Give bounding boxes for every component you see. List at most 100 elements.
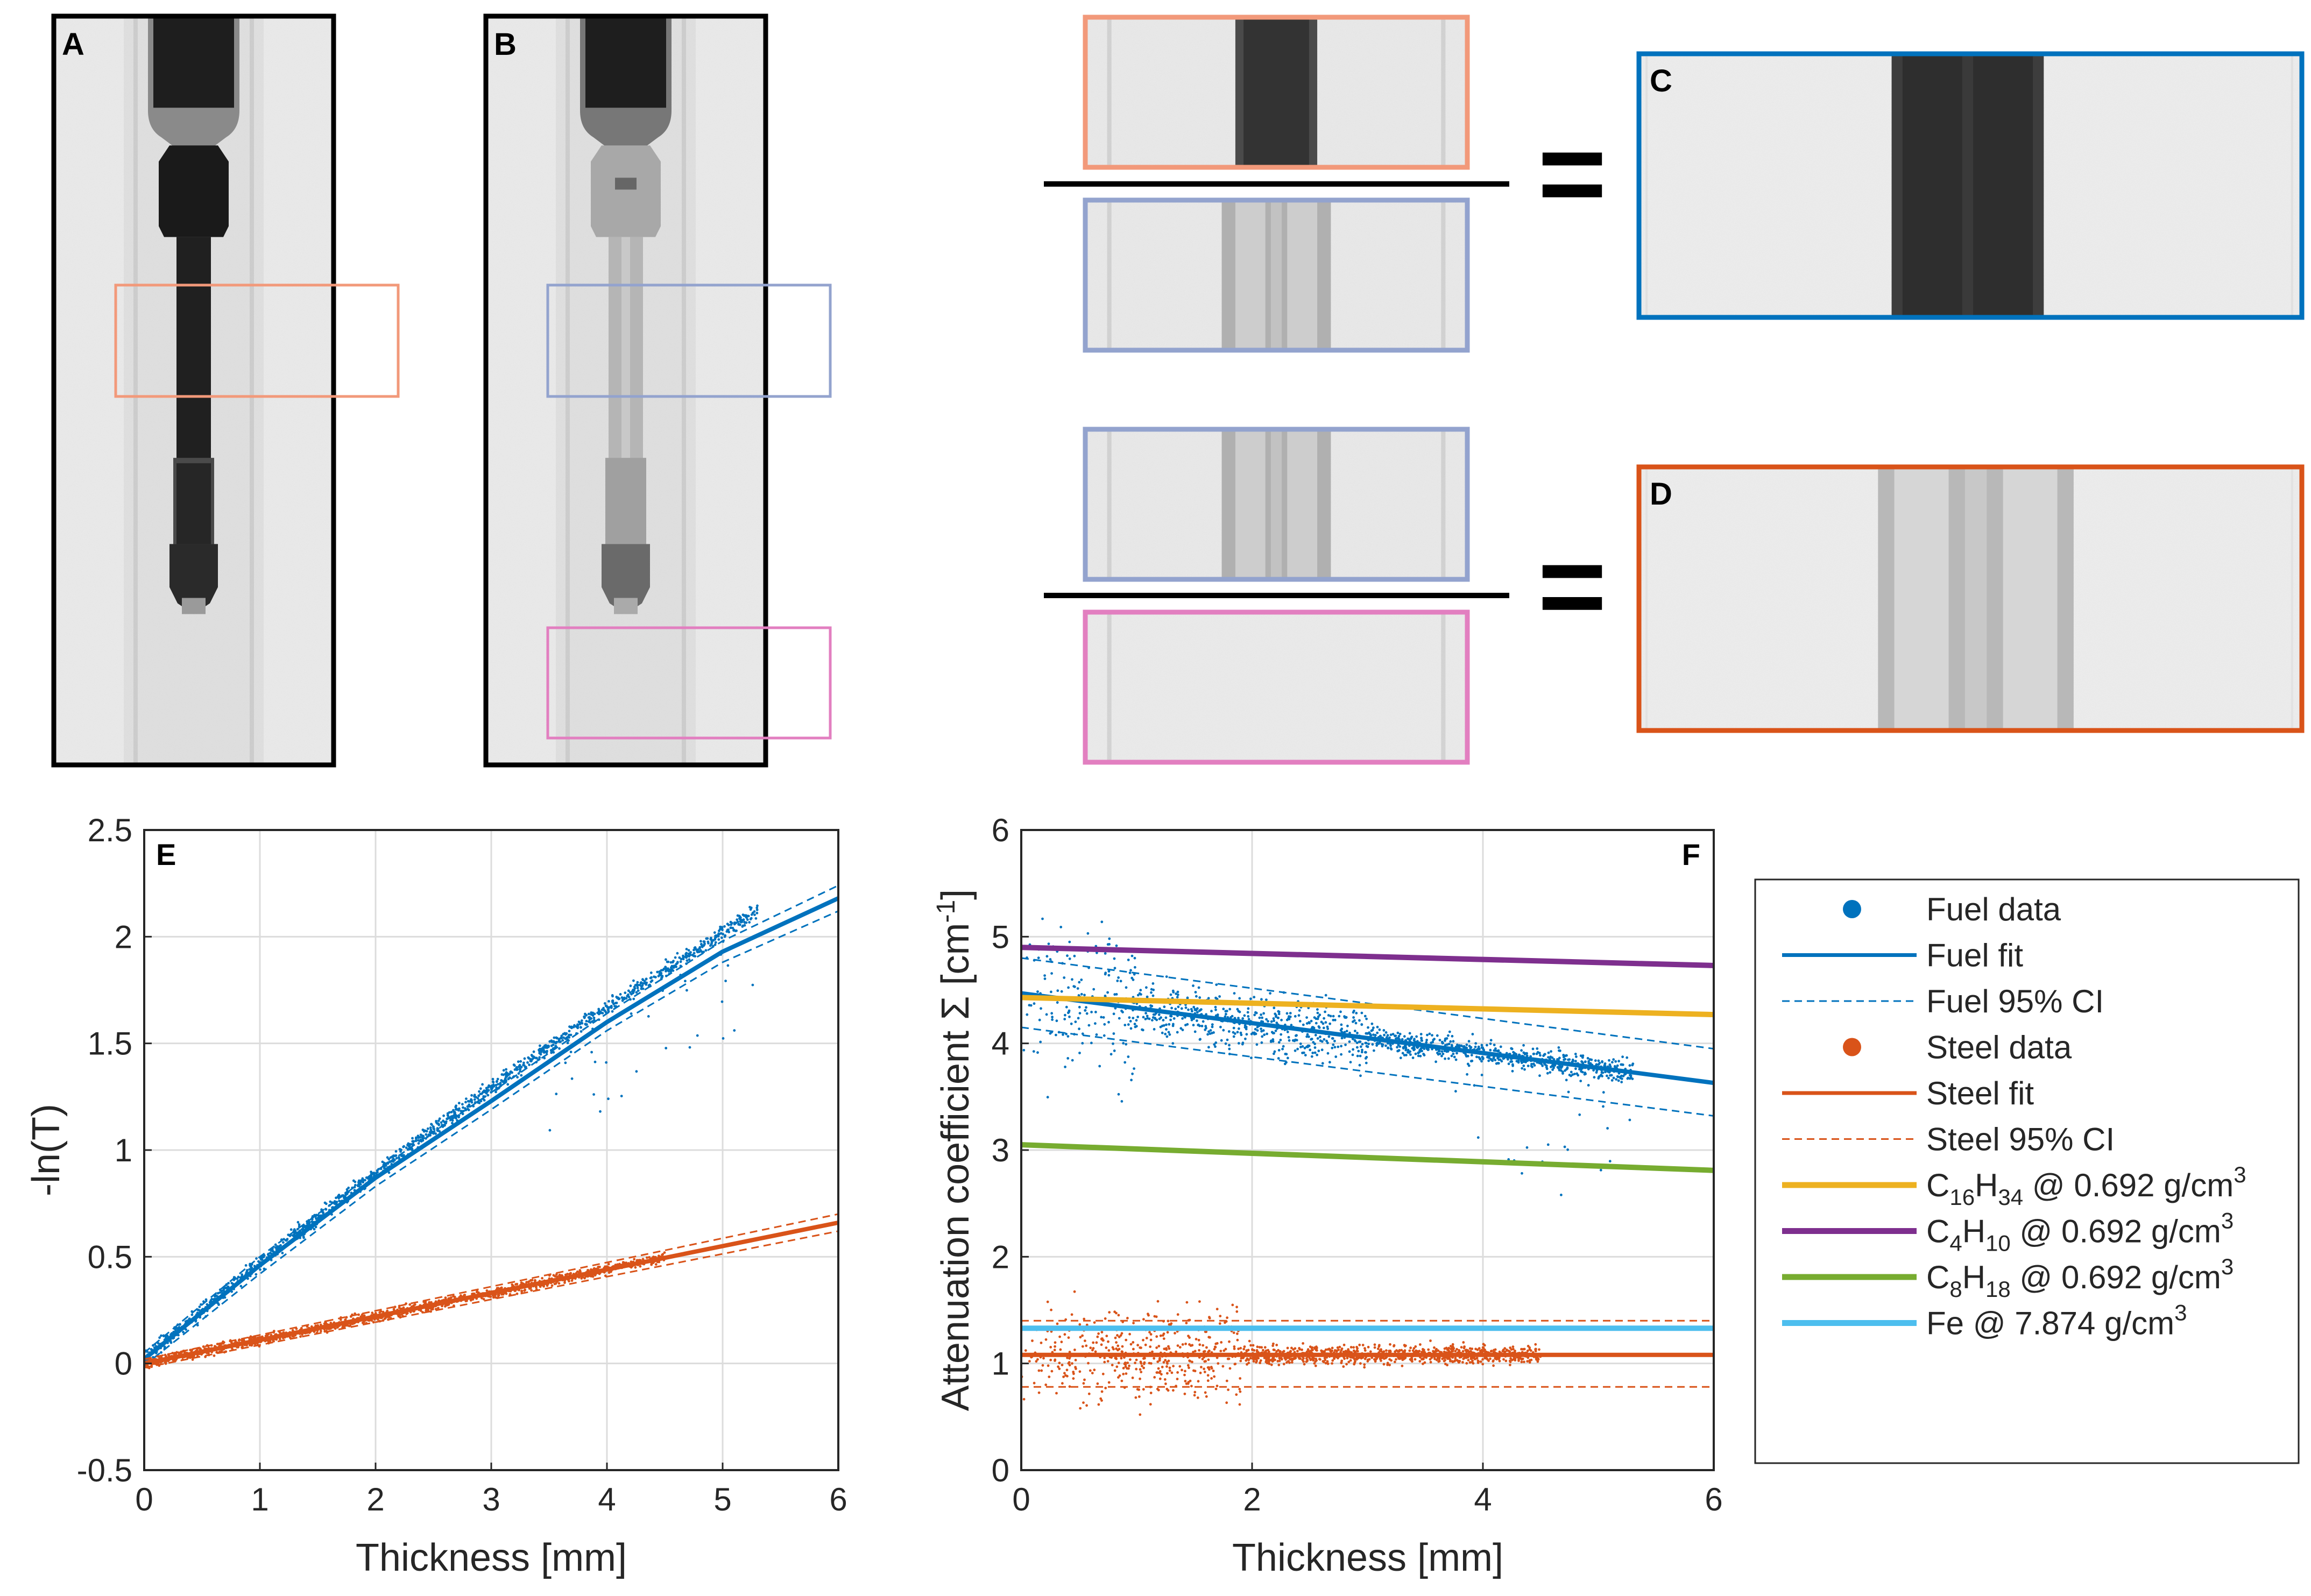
panel-a-frame	[51, 13, 336, 768]
data-point	[726, 928, 729, 932]
data-point	[1551, 1056, 1554, 1059]
data-point	[1558, 1049, 1560, 1052]
data-point	[1474, 1042, 1478, 1045]
data-point	[495, 1080, 498, 1083]
data-point	[452, 1295, 455, 1298]
data-point	[698, 947, 701, 950]
data-point	[642, 982, 645, 985]
data-point	[1117, 1093, 1120, 1096]
data-point	[1191, 1010, 1193, 1013]
data-point	[1090, 1011, 1093, 1013]
data-point	[1396, 1031, 1400, 1034]
data-point	[426, 1127, 429, 1130]
equals-sign-top: =	[1538, 107, 1607, 239]
data-point	[1414, 1345, 1417, 1348]
panel-c: C	[1636, 51, 2305, 320]
data-point	[1420, 1049, 1424, 1053]
data-point	[1207, 1358, 1210, 1361]
data-point	[528, 1063, 531, 1066]
data-point	[198, 1306, 201, 1308]
data-point	[1408, 1349, 1411, 1352]
data-point	[1106, 991, 1109, 994]
data-point	[661, 968, 665, 971]
data-point	[1467, 1040, 1471, 1043]
data-point	[520, 1066, 523, 1068]
data-point	[1297, 1014, 1301, 1017]
data-point	[515, 1068, 519, 1072]
data-point	[1314, 1022, 1318, 1025]
data-point	[1058, 1361, 1061, 1365]
data-point	[1376, 1347, 1380, 1350]
data-point	[1629, 1074, 1632, 1077]
data-point	[518, 1066, 520, 1068]
data-point	[1480, 1060, 1483, 1063]
data-point	[507, 1073, 510, 1076]
data-point	[541, 1276, 543, 1280]
data-point	[1068, 1364, 1071, 1367]
data-point	[1419, 1047, 1423, 1050]
data-point	[1249, 1357, 1252, 1360]
data-point	[1374, 1034, 1377, 1037]
data-point	[1538, 1074, 1541, 1077]
data-point	[1438, 1049, 1441, 1053]
data-point	[222, 1287, 225, 1290]
data-point	[1628, 1118, 1631, 1122]
data-point	[1073, 954, 1076, 957]
data-point	[1419, 1054, 1422, 1058]
data-point	[1581, 1054, 1585, 1057]
data-point	[665, 1047, 668, 1049]
data-point	[1120, 1009, 1123, 1012]
data-point	[739, 920, 743, 924]
data-point	[1050, 972, 1053, 975]
data-point	[1035, 1360, 1038, 1363]
data-point	[1316, 1037, 1319, 1040]
data-point	[1087, 1361, 1090, 1365]
data-point	[1181, 1368, 1183, 1372]
data-point	[1316, 1017, 1319, 1020]
data-point	[1165, 975, 1168, 978]
data-point	[262, 1255, 265, 1259]
data-point	[1276, 1016, 1280, 1019]
data-point	[1310, 1019, 1313, 1023]
data-point	[1107, 974, 1111, 977]
data-point	[629, 984, 632, 988]
data-point	[463, 1294, 467, 1296]
data-point	[1197, 1380, 1200, 1383]
data-point	[1106, 943, 1109, 946]
data-point	[1222, 1028, 1225, 1032]
data-point	[438, 1117, 441, 1120]
data-point	[1449, 1040, 1452, 1043]
data-point	[482, 1297, 485, 1301]
data-point	[649, 971, 653, 974]
data-point	[1151, 1016, 1155, 1019]
data-point	[1119, 980, 1122, 983]
data-point	[1204, 1028, 1207, 1031]
data-point	[1370, 1022, 1374, 1025]
data-point	[1262, 1029, 1265, 1032]
data-point	[1312, 1041, 1315, 1044]
data-point	[405, 1146, 408, 1150]
data-point	[1606, 1074, 1608, 1077]
data-point	[735, 929, 738, 932]
data-point	[1389, 1033, 1393, 1037]
data-point	[1526, 1065, 1530, 1067]
data-point	[1614, 1060, 1617, 1063]
data-point	[1452, 1040, 1455, 1043]
data-point	[1401, 1364, 1404, 1367]
data-point	[1155, 1018, 1158, 1022]
data-point	[1348, 1040, 1351, 1043]
data-point	[1294, 1049, 1297, 1052]
y-tick-label: 0	[115, 1346, 132, 1382]
data-point	[1262, 1012, 1266, 1015]
data-point	[1093, 1321, 1096, 1324]
data-point	[1142, 1016, 1145, 1019]
data-point	[1066, 1057, 1070, 1060]
data-point	[1127, 1055, 1130, 1058]
data-point	[191, 1358, 194, 1361]
data-point	[1290, 1361, 1294, 1364]
data-point	[1168, 1023, 1171, 1026]
data-point	[548, 1129, 552, 1132]
data-point	[319, 1214, 322, 1217]
data-point	[1423, 1047, 1426, 1051]
data-point	[1135, 1019, 1138, 1022]
